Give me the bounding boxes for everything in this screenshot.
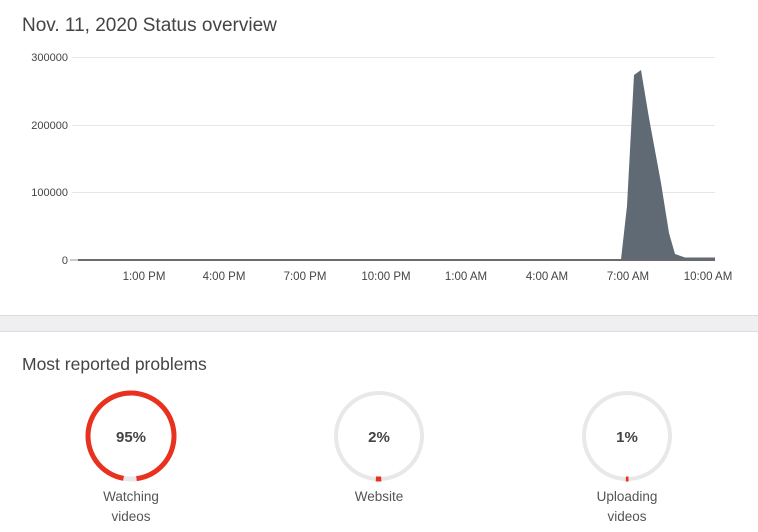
problem-gauge-watching-videos[interactable]: 95% Watching videos (66, 388, 196, 527)
svg-text:7:00 PM: 7:00 PM (284, 271, 327, 283)
donut-gauge-icon: 1% (581, 390, 673, 482)
section-divider (0, 315, 758, 332)
svg-text:2%: 2% (368, 429, 390, 446)
svg-text:95%: 95% (116, 429, 146, 446)
svg-text:1:00 AM: 1:00 AM (445, 271, 487, 283)
problem-label: Watching videos (103, 489, 159, 524)
y-axis-labels: 300000 200000 100000 0 (31, 52, 68, 267)
most-reported-problems-panel: Most reported problems 95% Watching vide… (0, 332, 758, 532)
status-overview-title: Nov. 11, 2020 Status overview (22, 15, 277, 36)
svg-text:4:00 AM: 4:00 AM (526, 271, 568, 283)
svg-text:4:00 PM: 4:00 PM (203, 271, 246, 283)
svg-text:7:00 AM: 7:00 AM (607, 271, 649, 283)
svg-text:10:00 AM: 10:00 AM (684, 271, 733, 283)
problem-gauge-uploading-videos[interactable]: 1% Uploading videos (562, 388, 692, 527)
gridlines (72, 57, 715, 193)
svg-text:0: 0 (62, 255, 68, 267)
svg-text:300000: 300000 (31, 52, 68, 64)
most-reported-problems-title: Most reported problems (22, 354, 207, 374)
problem-gauge-website[interactable]: 2% Website (314, 388, 444, 507)
svg-text:10:00 PM: 10:00 PM (361, 271, 410, 283)
x-axis-labels: 1:00 PM 4:00 PM 7:00 PM 10:00 PM 1:00 AM… (123, 271, 733, 283)
svg-text:200000: 200000 (31, 120, 68, 132)
svg-text:1:00 PM: 1:00 PM (123, 271, 166, 283)
problem-label: Website (354, 489, 404, 504)
reports-area (78, 70, 715, 261)
status-overview-panel: Nov. 11, 2020 Status overview 300000 200… (22, 15, 733, 283)
status-area-chart: 300000 200000 100000 0 1:00 PM 4:00 PM 7… (31, 52, 733, 283)
donut-gauge-icon: 2% (333, 390, 425, 482)
donut-gauge-icon: 95% (85, 390, 177, 482)
problem-label: Uploading videos (596, 489, 658, 524)
svg-text:100000: 100000 (31, 187, 68, 199)
svg-text:1%: 1% (616, 429, 638, 446)
